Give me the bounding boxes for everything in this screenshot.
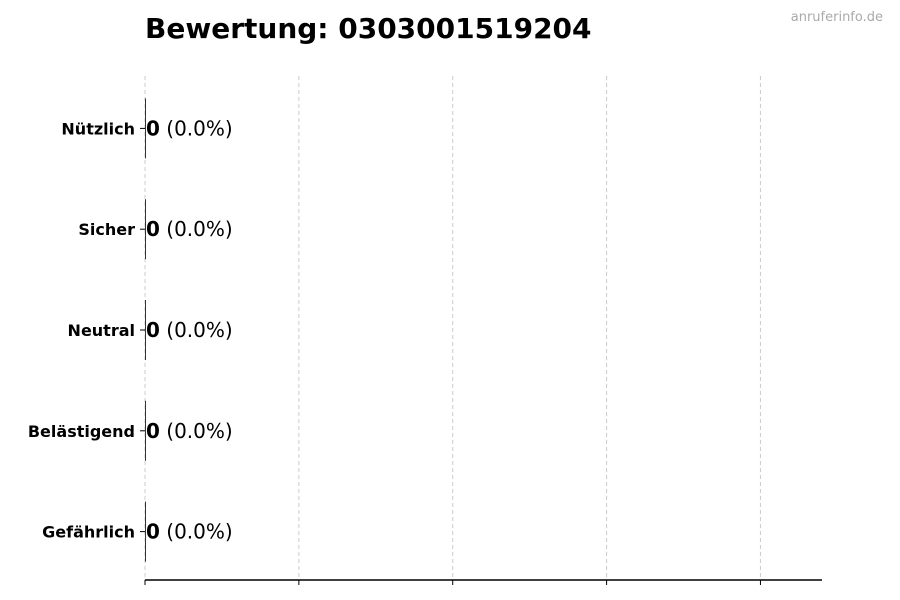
- bar: [145, 98, 146, 159]
- chart-title: Bewertung: 0303001519204: [145, 12, 592, 45]
- data-label-count: 0: [146, 116, 160, 140]
- data-label-percent: (0.0%): [160, 116, 233, 140]
- bar: [145, 501, 146, 562]
- data-label-percent: (0.0%): [160, 217, 233, 241]
- data-label-count: 0: [146, 217, 160, 241]
- bar: [145, 400, 146, 461]
- y-tick-label: Sicher: [78, 220, 135, 239]
- data-label: 0 (0.0%): [146, 116, 233, 140]
- data-label: 0 (0.0%): [146, 419, 233, 443]
- data-label-percent: (0.0%): [160, 520, 233, 544]
- bar: [145, 300, 146, 360]
- data-label-percent: (0.0%): [160, 419, 233, 443]
- y-tick-label: Belästigend: [28, 422, 135, 441]
- bar: [145, 199, 146, 260]
- data-label-count: 0: [146, 520, 160, 544]
- data-label-count: 0: [146, 419, 160, 443]
- data-label: 0 (0.0%): [146, 318, 233, 342]
- y-tick-label: Neutral: [68, 321, 135, 340]
- data-label-percent: (0.0%): [160, 318, 233, 342]
- y-tick-label: Gefährlich: [42, 523, 135, 542]
- y-tick-label: Nützlich: [61, 119, 135, 138]
- data-label: 0 (0.0%): [146, 520, 233, 544]
- data-label-count: 0: [146, 318, 160, 342]
- data-label: 0 (0.0%): [146, 217, 233, 241]
- watermark: anruferinfo.de: [790, 10, 883, 25]
